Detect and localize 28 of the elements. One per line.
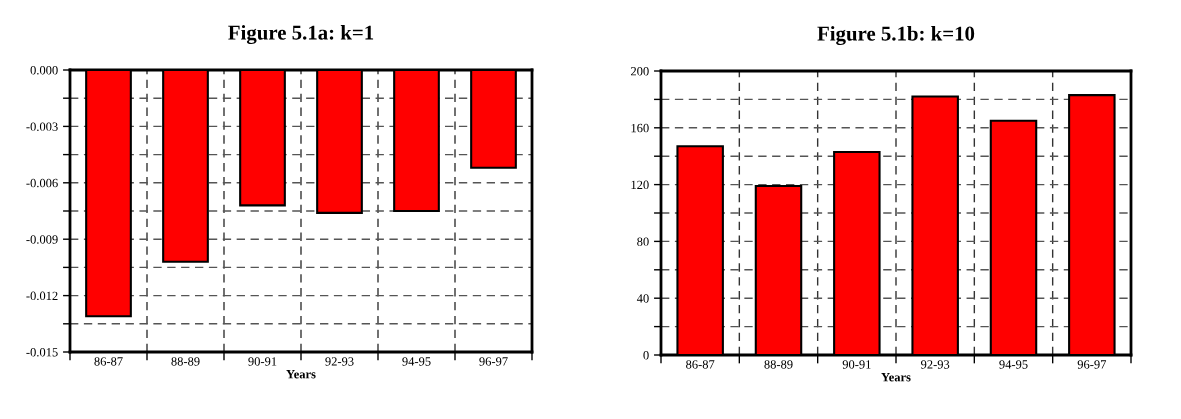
x-tick-label: 88-89 [171,357,200,366]
y-tick-label: -0.015 [26,348,58,357]
chart-title: Figure 5.1a: k=1 [228,24,374,45]
x-tick-label: 96-97 [1077,360,1107,369]
y-tick-label: 40 [636,294,649,303]
y-tick-label: 0.000 [30,66,58,75]
y-tick-label: 200 [630,67,649,76]
x-axis-title: Years [881,373,911,382]
x-axis-title: Years [286,370,316,379]
x-tick-label: 92-93 [920,360,950,369]
x-tick-label: 94-95 [402,357,431,366]
y-tick-label: -0.003 [26,122,58,131]
y-tick-label: -0.012 [26,291,58,301]
y-tick-label: 120 [631,180,649,190]
x-tick-label: 90-91 [842,360,871,369]
y-tick-label: 0 [643,351,649,360]
x-tick-label: 90-91 [248,357,277,366]
x-tick-label: 96-97 [479,357,508,366]
y-tick-label: -0.006 [26,178,58,188]
y-tick-label: -0.009 [26,235,58,244]
y-tick-label: 80 [637,237,649,246]
x-tick-label: 88-89 [764,360,793,369]
x-tick-label: 86-87 [94,357,123,366]
y-tick-label: 160 [631,123,649,133]
x-tick-label: 92-93 [325,357,354,366]
x-tick-label: 86-87 [686,360,715,369]
x-tick-label: 94-95 [999,360,1028,369]
chart-title: Figure 5.1b: k=10 [817,25,975,46]
